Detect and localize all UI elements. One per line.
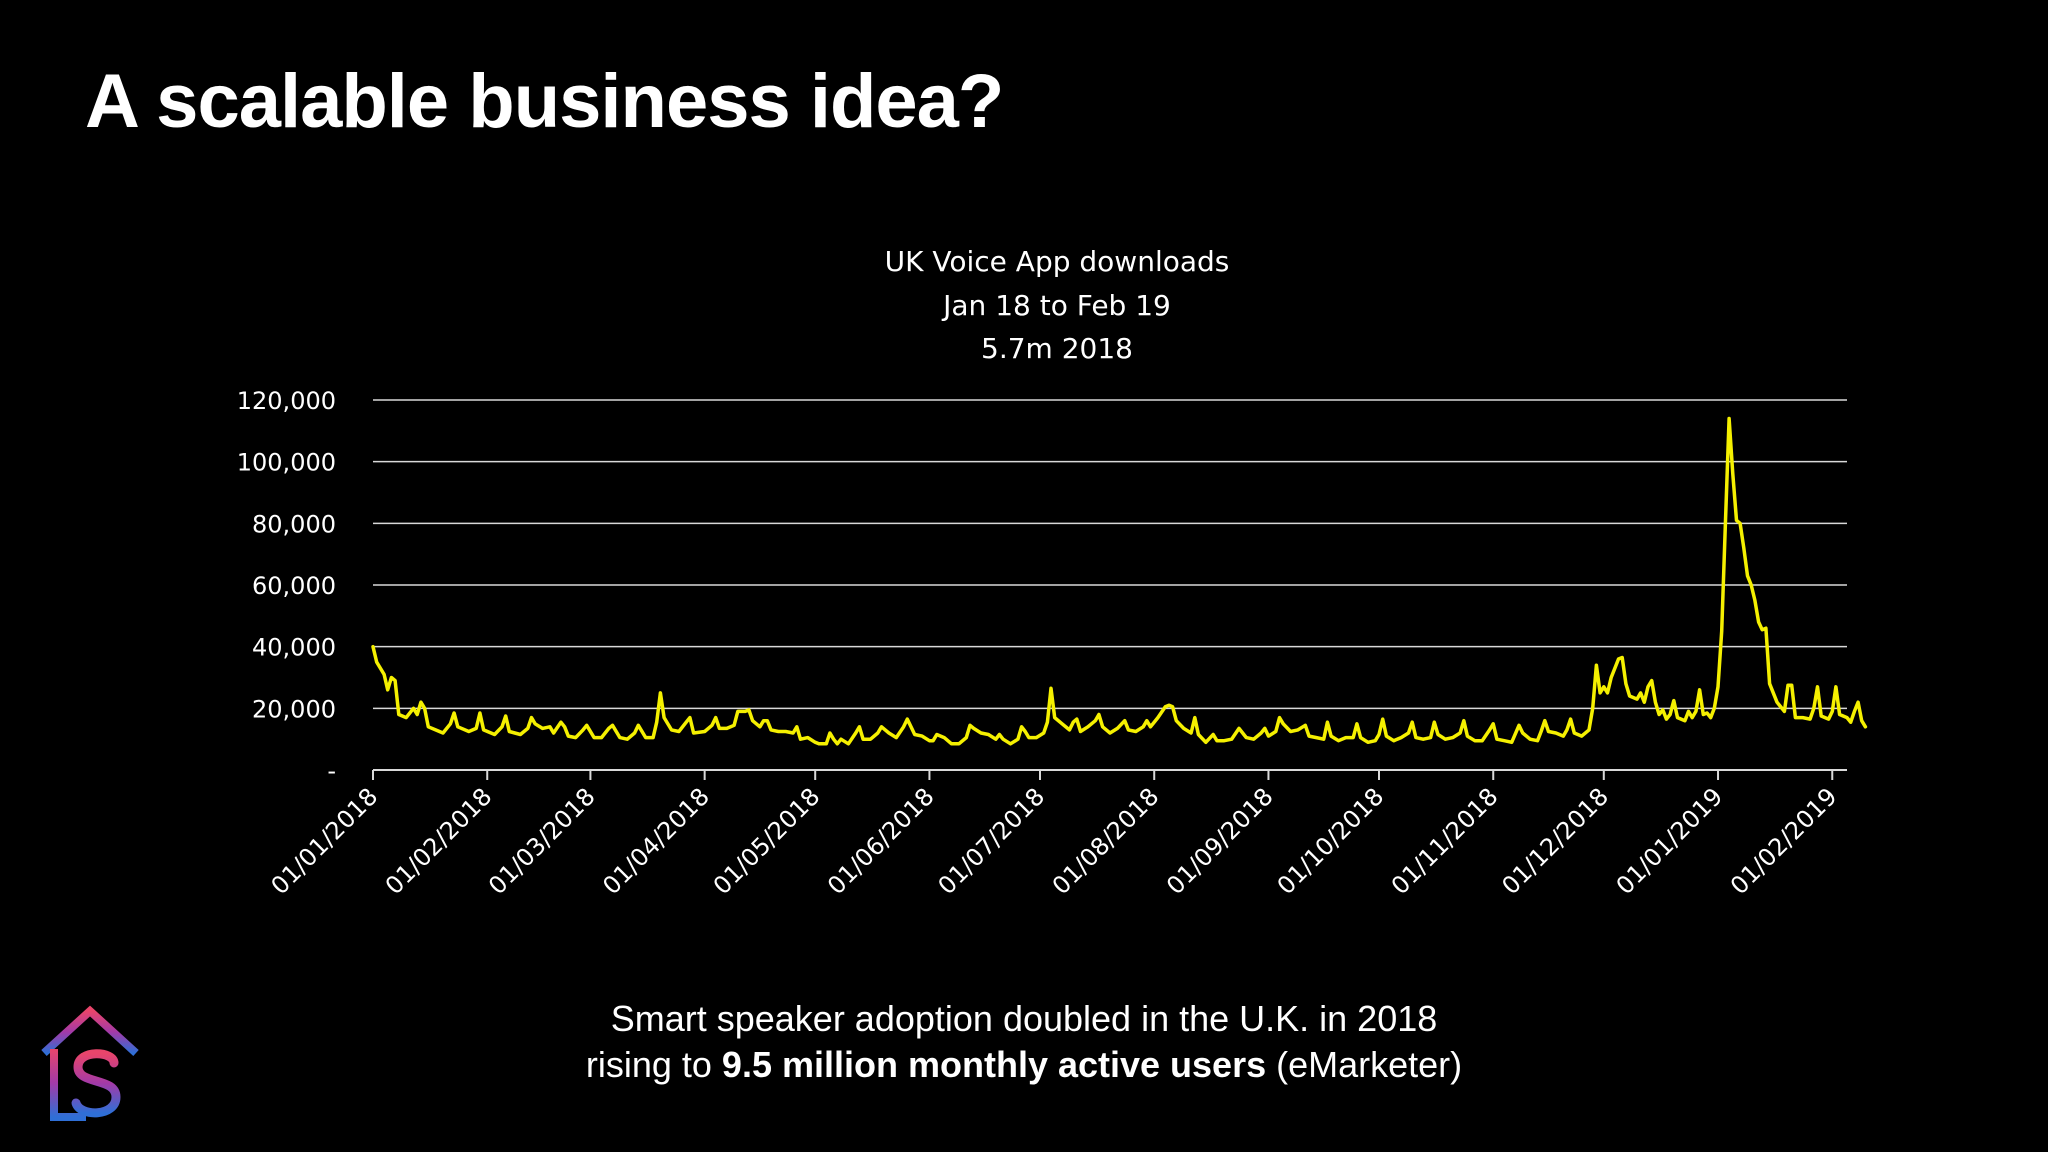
- chart-title-line-3: 5.7m 2018: [981, 332, 1133, 365]
- x-tick-label: 01/07/2018: [933, 782, 1051, 900]
- x-tick-label: 01/04/2018: [597, 782, 715, 900]
- x-tick-label: 01/09/2018: [1161, 782, 1279, 900]
- y-tick-label: 40,000: [252, 634, 336, 662]
- gridlines: [373, 399, 1847, 710]
- y-tick-label: -: [327, 757, 336, 785]
- caption-line-2: rising to 9.5 million monthly active use…: [0, 1042, 2048, 1088]
- y-tick-label: 60,000: [252, 572, 336, 600]
- chart-title: UK Voice App downloads Jan 18 to Feb 19 …: [885, 245, 1230, 365]
- chart-title-line-2: Jan 18 to Feb 19: [941, 289, 1171, 322]
- x-tick-label: 01/08/2018: [1047, 782, 1165, 900]
- x-axis: 01/01/201801/02/201801/03/201801/04/2018…: [266, 769, 1847, 900]
- y-tick-label: 100,000: [237, 449, 336, 477]
- x-tick-label: 01/06/2018: [822, 782, 940, 900]
- x-tick-label: 01/02/2019: [1725, 782, 1843, 900]
- x-tick-label: 01/11/2018: [1386, 782, 1504, 900]
- y-tick-label: 120,000: [237, 387, 336, 415]
- x-tick-label: 01/12/2018: [1496, 782, 1614, 900]
- series-line-downloads: [371, 416, 1868, 746]
- chart-title-line-1: UK Voice App downloads: [885, 245, 1230, 278]
- x-tick-label: 01/03/2018: [483, 782, 601, 900]
- x-tick-label: 01/01/2019: [1611, 782, 1729, 900]
- y-axis: - 20,000 40,000 60,000 80,000 100,000 120,000: [237, 387, 336, 785]
- house-s-logo-icon: [41, 1005, 139, 1121]
- caption-line-2-prefix: rising to: [585, 1044, 722, 1085]
- y-tick-label: 80,000: [252, 510, 336, 538]
- y-tick-label: 20,000: [252, 695, 336, 723]
- x-tick-label: 01/10/2018: [1272, 782, 1390, 900]
- x-tick-label: 01/01/2018: [266, 782, 384, 900]
- caption-line-2-highlight: 9.5 million monthly active users: [721, 1044, 1267, 1085]
- slide-title: A scalable business idea?: [85, 59, 1004, 144]
- series-layer: [371, 416, 1868, 746]
- caption-line-2-suffix: (eMarketer): [1266, 1044, 1463, 1085]
- x-tick-label: 01/05/2018: [708, 782, 826, 900]
- x-tick-label: 01/02/2018: [380, 782, 498, 900]
- slide-caption: Smart speaker adoption doubled in the U.…: [0, 996, 2048, 1088]
- caption-line-1: Smart speaker adoption doubled in the U.…: [610, 998, 1438, 1039]
